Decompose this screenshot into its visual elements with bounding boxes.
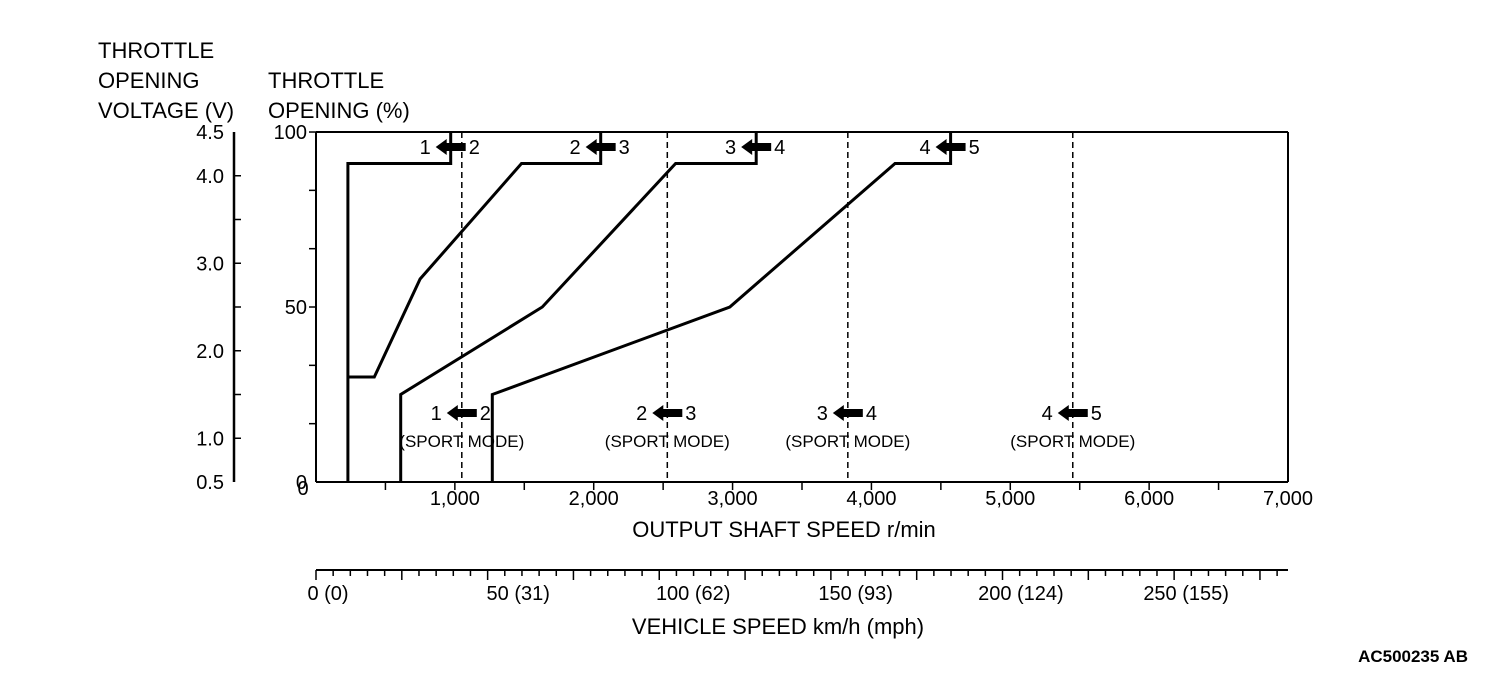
sport-mode-text: (SPORT MODE) <box>785 432 910 451</box>
left-axis-title-line-1: THROTTLE <box>98 38 214 63</box>
vehicle-speed-tick-label: 100 (62) <box>656 583 731 605</box>
voltage-tick-label: 3.0 <box>196 253 224 275</box>
y-axis-title-line-2: OPENING (%) <box>268 98 410 123</box>
shift-from-gear: 1 <box>431 403 442 425</box>
shift-line <box>347 132 603 379</box>
shift-to-gear: 2 <box>469 137 480 159</box>
left-axis-title-line-2: OPENING <box>98 68 199 93</box>
voltage-tick-label: 1.0 <box>196 428 224 450</box>
figure-code: AC500235 AB <box>1358 647 1468 666</box>
y-axis-title: THROTTLE OPENING (%) <box>268 68 410 123</box>
vehicle-speed-tick-label: 0 (0) <box>307 583 348 605</box>
voltage-tick-label: 0.5 <box>196 472 224 494</box>
left-arrow-icon <box>585 139 616 155</box>
voltage-tick-label: 4.0 <box>196 166 224 188</box>
left-arrow-icon <box>935 139 966 155</box>
sport-mode-lines <box>461 132 1074 482</box>
x-tick-label: 7,000 <box>1263 488 1313 510</box>
left-arrow-icon <box>741 139 772 155</box>
y-axis-title-line-1: THROTTLE <box>268 68 384 93</box>
shift-line <box>490 132 953 482</box>
x-tick-label: 1,000 <box>430 488 480 510</box>
shift-to-gear: 5 <box>1091 403 1102 425</box>
shift-from-gear: 3 <box>725 137 736 159</box>
left-arrow-icon <box>832 405 863 421</box>
y-tick-label: 100 <box>274 122 307 144</box>
x-tick-label: 6,000 <box>1124 488 1174 510</box>
left-arrow-icon <box>1057 405 1088 421</box>
vehicle-speed-tick-label: 200 (124) <box>978 583 1064 605</box>
x-tick-label: 2,000 <box>569 488 619 510</box>
left-axis-title: THROTTLE OPENING VOLTAGE (V) <box>98 38 234 123</box>
left-arrow-icon <box>435 139 466 155</box>
shift-to-gear: 5 <box>969 137 980 159</box>
shift-from-gear: 3 <box>817 403 828 425</box>
left-arrow-icon <box>446 405 477 421</box>
x-origin-label: 0 <box>297 478 308 500</box>
sport-mode-text: (SPORT MODE) <box>399 432 524 451</box>
x-axis-title: OUTPUT SHAFT SPEED r/min <box>632 517 936 542</box>
shift-to-gear: 4 <box>866 403 877 425</box>
shift-from-gear: 4 <box>1042 403 1053 425</box>
vehicle-speed-tick-label: 50 (31) <box>487 583 550 605</box>
shift-to-gear: 2 <box>480 403 491 425</box>
series-lines <box>346 132 953 482</box>
output-shaft-speed-axis: 0 1,000 2,000 3,000 4,000 5,000 6,000 7,000 <box>297 478 1313 510</box>
voltage-tick-label: 4.5 <box>196 122 224 144</box>
y-tick-label: 50 <box>285 297 307 319</box>
left-axis-title-line-3: VOLTAGE (V) <box>98 98 234 123</box>
x-tick-label: 4,000 <box>846 488 896 510</box>
vehicle-speed-tick-label: 250 (155) <box>1143 583 1229 605</box>
sport-mode-labels: 1 2(SPORT MODE)2 3(SPORT MODE)3 4(SPORT MOD… <box>399 403 1135 451</box>
shift-from-gear: 1 <box>420 137 431 159</box>
shift-from-gear: 4 <box>919 137 930 159</box>
throttle-percent-axis: 0 50 100 <box>274 122 317 494</box>
voltage-axis: 4.5 4.0 3.0 2.0 1.0 0.5 <box>196 122 241 494</box>
shift-from-gear: 2 <box>570 137 581 159</box>
x-tick-label: 3,000 <box>708 488 758 510</box>
shift-to-gear: 3 <box>619 137 630 159</box>
x-tick-label: 5,000 <box>985 488 1035 510</box>
shift-line <box>399 132 758 482</box>
vehicle-speed-tick-label: 150 (93) <box>818 583 893 605</box>
secondary-x-axis-title: VEHICLE SPEED km/h (mph) <box>632 614 924 639</box>
shift-to-gear: 3 <box>685 403 696 425</box>
shift-from-gear: 2 <box>636 403 647 425</box>
shift-to-gear: 4 <box>774 137 785 159</box>
left-arrow-icon <box>652 405 683 421</box>
voltage-tick-label: 2.0 <box>196 341 224 363</box>
y-tick-label: 0 <box>296 472 307 494</box>
sport-mode-text: (SPORT MODE) <box>605 432 730 451</box>
vehicle-speed-axis: 0 (0) 50 (31) 100 (62) 150 (93) 200 (124) 250… <box>307 569 1288 605</box>
sport-mode-text: (SPORT MODE) <box>1010 432 1135 451</box>
